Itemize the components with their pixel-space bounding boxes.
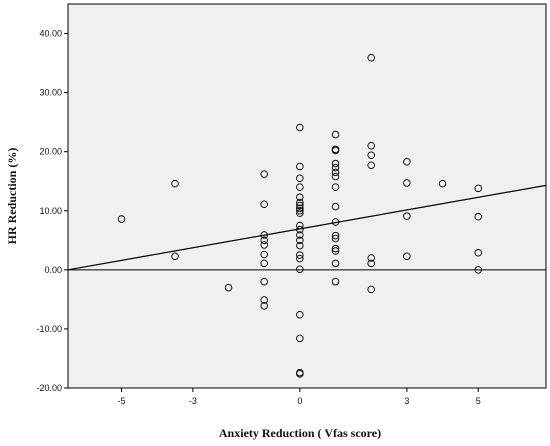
data-point	[331, 218, 340, 226]
data-point	[296, 221, 304, 230]
fit-line	[67, 184, 547, 271]
data-point	[296, 207, 304, 215]
data-point	[296, 254, 304, 263]
data-point	[260, 302, 268, 310]
y-tick-label: 0.00	[44, 265, 62, 275]
data-point	[260, 231, 268, 239]
y-axis-title: HR Reduction (%)	[5, 148, 19, 245]
data-point	[260, 236, 268, 245]
data-point	[296, 209, 304, 217]
y-tick-label: 30.00	[39, 88, 62, 98]
x-tick-label: 0	[297, 396, 302, 406]
data-point	[474, 248, 482, 257]
data-point	[331, 231, 340, 240]
x-tick-label: 5	[476, 396, 481, 406]
data-point	[331, 259, 340, 268]
data-point	[296, 265, 304, 274]
data-point	[260, 277, 268, 286]
data-point	[367, 285, 375, 294]
data-point	[403, 212, 411, 220]
data-point	[331, 168, 340, 177]
y-tick-label: -20.00	[36, 383, 62, 393]
data-point	[331, 247, 340, 255]
data-point	[260, 200, 268, 209]
data-point	[296, 162, 304, 171]
data-point	[403, 179, 411, 187]
data-point	[260, 296, 268, 304]
data-point	[296, 201, 304, 210]
data-point	[260, 170, 268, 178]
data-point	[367, 259, 375, 268]
data-point	[474, 184, 482, 193]
x-tick-label: -3	[189, 396, 197, 406]
plot-frame	[67, 3, 547, 389]
data-point	[331, 172, 340, 181]
data-point	[296, 241, 304, 250]
y-tick-label: 40.00	[39, 29, 62, 39]
x-tick-label: -5	[117, 396, 125, 406]
data-point	[367, 161, 375, 170]
data-point	[296, 334, 304, 343]
y-tick-label: 10.00	[39, 206, 62, 216]
data-point	[296, 231, 304, 239]
data-point	[296, 236, 304, 245]
data-point	[403, 252, 411, 261]
data-point	[171, 252, 179, 261]
x-tick-label: 3	[404, 396, 409, 406]
data-point	[331, 202, 340, 211]
data-point	[331, 163, 340, 172]
data-point	[296, 193, 304, 201]
data-point	[331, 130, 340, 139]
data-point	[331, 277, 340, 286]
data-point	[296, 370, 304, 378]
data-point	[403, 157, 411, 166]
y-tick-label: -10.00	[36, 324, 62, 334]
data-point	[296, 225, 304, 234]
data-point	[331, 183, 340, 191]
data-point	[296, 310, 304, 319]
data-point	[331, 244, 340, 253]
data-point	[367, 54, 375, 62]
y-tick-label: 20.00	[39, 147, 62, 157]
data-point	[331, 234, 340, 243]
data-point	[438, 179, 447, 188]
data-point	[474, 212, 482, 221]
data-point	[296, 183, 304, 191]
plot-area	[68, 4, 546, 388]
data-point	[367, 151, 375, 159]
data-point	[296, 204, 304, 213]
data-point	[296, 174, 304, 183]
data-point	[260, 241, 268, 249]
data-point	[331, 146, 340, 155]
data-point	[171, 179, 179, 188]
data-point	[474, 266, 482, 274]
data-point	[224, 283, 233, 292]
data-point	[260, 250, 268, 259]
data-point	[296, 198, 304, 207]
data-point	[296, 123, 304, 132]
data-point	[117, 215, 126, 223]
data-point	[260, 259, 268, 268]
data-point	[331, 159, 340, 168]
data-point	[296, 251, 304, 259]
x-axis-title: Anxiety Reduction ( Vfas score)	[219, 426, 381, 440]
data-point	[367, 142, 375, 150]
data-point	[367, 254, 375, 262]
